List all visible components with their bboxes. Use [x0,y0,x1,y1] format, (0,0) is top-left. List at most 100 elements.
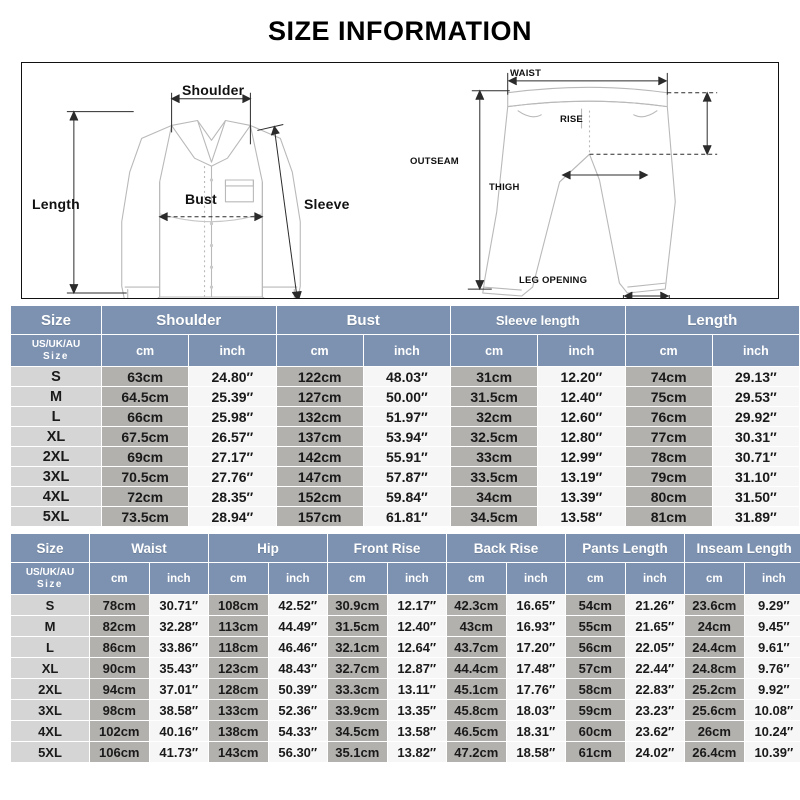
cell-cm: 43cm [447,616,506,636]
cell-cm: 142cm [276,447,363,466]
cell-cm: 122cm [276,367,363,386]
cell-cm: 81cm [625,507,712,526]
cell-inch: 12.80″ [538,427,625,446]
cell-inch: 31.89″ [712,507,800,526]
table-row: L 86cm 33.86″ 118cm 46.46″ 32.1cm 12.64″ 43.7cm… [11,637,800,657]
cell-cm: 70.5cm [102,467,189,486]
cell-inch: 25.98″ [189,407,276,426]
cell-cm: 26.4cm [685,742,744,762]
header-group-shoulder: Shoulder [102,306,276,334]
cell-cm: 102cm [90,721,149,741]
cell-cm: 45.8cm [447,700,506,720]
cell-cm: 43.7cm [447,637,506,657]
cell-inch: 12.20″ [538,367,625,386]
cell-cm: 143cm [209,742,268,762]
cell-cm: 106cm [90,742,149,762]
table-unit-header-row: US/UK/AU Size cm inch cm inch cm inch cm inch cm in… [11,563,800,594]
cell-cm: 42.3cm [447,595,506,615]
cell-inch: 13.35″ [387,700,447,720]
cell-cm: 74cm [625,367,712,386]
cell-size: M [11,616,89,636]
cell-cm: 32cm [451,407,538,426]
cell-inch: 59.84″ [363,487,451,506]
header-unit-inch: inch [506,563,566,594]
cell-size: 3XL [11,700,89,720]
cell-inch: 22.44″ [625,658,685,678]
cell-size: 2XL [11,447,101,466]
cell-inch: 18.31″ [506,721,566,741]
cell-cm: 34cm [451,487,538,506]
cell-size: 4XL [11,721,89,741]
cell-cm: 86cm [90,637,149,657]
header-group-pants-length: Pants Length [566,534,685,562]
cell-inch: 30.71″ [149,595,209,615]
cell-inch: 57.87″ [363,467,451,486]
cell-inch: 13.58″ [387,721,447,741]
pants-diagram: WAIST RISE OUTSEAM THIGH LEG OPENING [400,63,778,298]
top-table-wrapper: Size Shoulder Bust Sleeve length Length US/UK… [0,305,800,527]
header-group-hip: Hip [209,534,328,562]
shirt-size-table: Size Shoulder Bust Sleeve length Length US/UK… [10,305,800,527]
shirt-diagram: Shoulder Bust Length Sleeve [22,63,400,298]
cell-cm: 76cm [625,407,712,426]
cell-cm: 78cm [90,595,149,615]
cell-cm: 82cm [90,616,149,636]
cell-cm: 31cm [451,367,538,386]
cell-inch: 52.36″ [268,700,328,720]
cell-inch: 17.76″ [506,679,566,699]
table-row: 4XL 102cm 40.16″ 138cm 54.33″ 34.5cm 13.58″ 46.… [11,721,800,741]
cell-inch: 12.17″ [387,595,447,615]
cell-cm: 33cm [451,447,538,466]
shirt-label-length: Length [32,196,80,212]
header-unit-inch: inch [363,335,451,366]
header-unit-inch: inch [538,335,625,366]
page-title: SIZE INFORMATION [268,15,532,46]
cell-inch: 50.00″ [363,387,451,406]
cell-inch: 22.83″ [625,679,685,699]
cell-inch: 23.62″ [625,721,685,741]
cell-cm: 54cm [566,595,625,615]
header-unit-cm: cm [685,563,744,594]
cell-inch: 46.46″ [268,637,328,657]
cell-inch: 35.43″ [149,658,209,678]
header-unit-inch: inch [268,563,328,594]
cell-cm: 72cm [102,487,189,506]
header-unit-inch: inch [387,563,447,594]
cell-size: XL [11,427,101,446]
pants-label-outseam: OUTSEAM [410,156,459,167]
cell-inch: 13.58″ [538,507,625,526]
pants-label-waist: WAIST [510,68,542,79]
header-unit-inch: inch [712,335,800,366]
cell-cm: 98cm [90,700,149,720]
table-row: XL 67.5cm 26.57″ 137cm 53.94″ 32.5cm 12.80″ 77c… [11,427,800,446]
cell-inch: 21.26″ [625,595,685,615]
cell-cm: 132cm [276,407,363,426]
cell-inch: 9.76″ [744,658,800,678]
cell-inch: 37.01″ [149,679,209,699]
cell-cm: 123cm [209,658,268,678]
cell-size: 5XL [11,742,89,762]
cell-inch: 10.08″ [744,700,800,720]
cell-cm: 32.5cm [451,427,538,446]
cell-inch: 27.76″ [189,467,276,486]
pants-label-thigh: THIGH [489,182,520,193]
cell-inch: 42.52″ [268,595,328,615]
cell-size: 2XL [11,679,89,699]
table-row: S 63cm 24.80″ 122cm 48.03″ 31cm 12.20″ 74cm 29.1… [11,367,800,386]
cell-size: 3XL [11,467,101,486]
cell-inch: 21.65″ [625,616,685,636]
header-size-region: US/UK/AU Size [11,563,89,594]
cell-cm: 32.7cm [328,658,387,678]
header-unit-inch: inch [625,563,685,594]
cell-cm: 31.5cm [328,616,387,636]
table-row: M 82cm 32.28″ 113cm 44.49″ 31.5cm 12.40″ 43cm 16… [11,616,800,636]
cell-cm: 35.1cm [328,742,387,762]
table-group-header-row: Size Waist Hip Front Rise Back Rise Pants Len… [11,534,800,562]
cell-size: L [11,637,89,657]
header-size: Size [11,306,101,334]
cell-cm: 30.9cm [328,595,387,615]
cell-inch: 17.20″ [506,637,566,657]
cell-size: XL [11,658,89,678]
cell-inch: 10.24″ [744,721,800,741]
cell-size: L [11,407,101,426]
